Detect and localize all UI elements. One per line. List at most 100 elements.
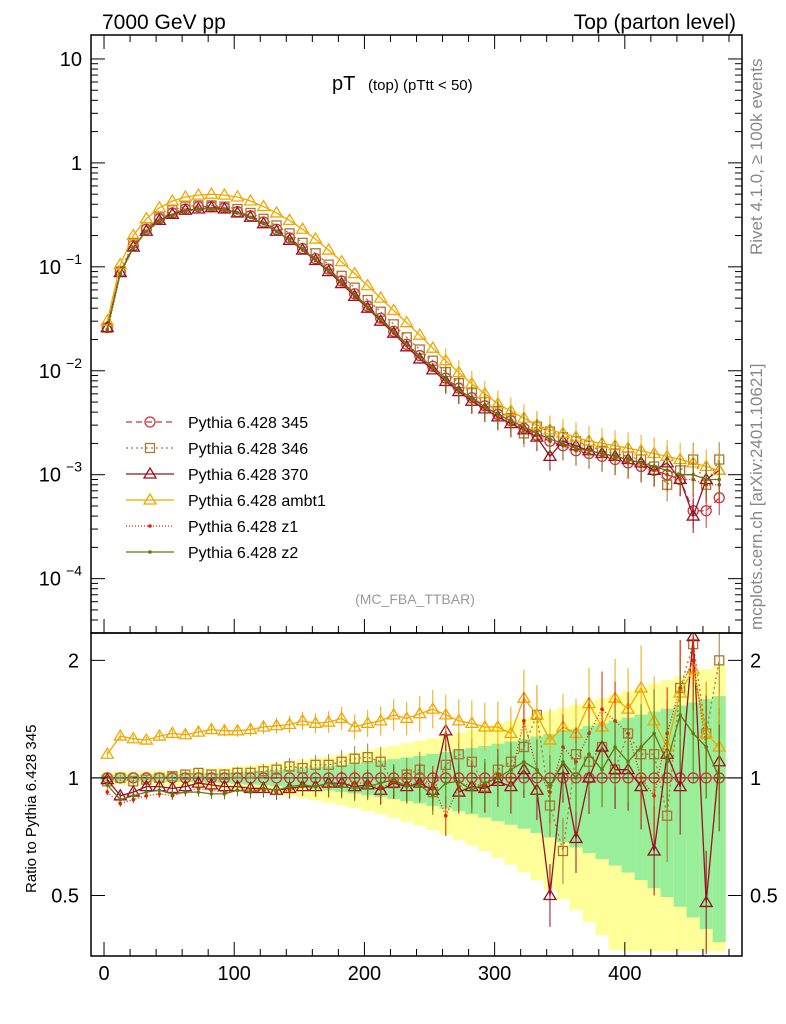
ratio-point-3: [178, 727, 193, 740]
ratio-point-1: [167, 771, 178, 782]
ratio-point-3: [230, 723, 245, 736]
ratio-point-5: [496, 776, 500, 780]
series-line-5: [106, 207, 720, 481]
ratio-point-5: [170, 792, 175, 796]
series-point-1: [310, 248, 321, 259]
series-point-5: [391, 329, 396, 334]
ratio-line-1: [107, 644, 720, 852]
plot-frames: 10 1 10 −1 10 −2 10 −3 10 −4 2 2 1 1 0.5 0.5 0 100 200 300 4…: [39, 34, 778, 985]
ratio-point-5: [352, 786, 357, 791]
ratio-point-2: [699, 895, 714, 908]
ratio-point-3: [438, 707, 453, 720]
ratio-point-5: [509, 767, 513, 772]
y-tick-label: 10: [60, 49, 82, 71]
series-point-3: [269, 205, 284, 218]
series-point-1: [336, 270, 347, 281]
ratio-point-1: [362, 752, 373, 763]
ratio-point-4: [443, 813, 448, 818]
x-tick-label: 300: [478, 963, 511, 985]
legend-marker-5: [148, 550, 152, 554]
y-tick-exponent: −4: [66, 563, 82, 579]
ratio-line-5: [106, 713, 720, 801]
series-point-3: [139, 211, 154, 224]
series-point-5: [613, 454, 617, 459]
y-tick-exponent: −1: [66, 251, 82, 267]
series-point-5: [261, 221, 266, 226]
legend-label-3: Pythia 6.428 ambt1: [188, 493, 326, 510]
ratio-point-3: [217, 723, 232, 736]
series-point-5: [574, 446, 578, 450]
series-point-2: [139, 223, 154, 236]
y-tick-exponent: −2: [66, 355, 82, 371]
series-point-3: [347, 266, 362, 279]
series-point-3: [152, 200, 167, 213]
series-point-3: [230, 189, 245, 202]
series-point-5: [639, 461, 643, 465]
series-point-3: [308, 231, 323, 244]
upper-plot: [100, 186, 727, 534]
ratio-point-5: [574, 776, 578, 780]
ratio-point-3: [347, 719, 362, 732]
ratio-point-1: [323, 759, 334, 771]
ratio-point-1: [375, 756, 386, 767]
series-point-2: [282, 233, 297, 245]
ratio-point-2: [568, 831, 584, 844]
series-point-2: [295, 242, 310, 255]
series-point-3: [126, 228, 141, 241]
series-point-5: [404, 342, 409, 347]
ratio-point-3: [633, 680, 649, 693]
ratio-point-5: [417, 783, 422, 787]
ratio-point-5: [404, 784, 409, 789]
legend-label-5: Pythia 6.428 z2: [188, 545, 298, 562]
ratio-point-3: [503, 726, 519, 739]
series-point-3: [204, 186, 219, 199]
ratio-point-3: [425, 701, 440, 714]
ratio-point-1: [180, 769, 191, 780]
ratio-line-3: [106, 667, 720, 755]
ratio-y-tick-label: 0.5: [51, 886, 79, 908]
series-point-2: [204, 200, 219, 213]
ratio-point-3: [360, 716, 375, 728]
ratio-point-1: [453, 749, 464, 760]
ratio-point-3: [204, 722, 219, 735]
series-point-3: [191, 187, 206, 200]
ratio-point-5: [457, 779, 461, 784]
ratio-point-5: [548, 784, 552, 789]
legend: Pythia 6.428 345 Pythia 6.428 346 Pythia 6…: [126, 415, 326, 562]
legend-label-0: Pythia 6.428 345: [188, 415, 308, 432]
ratio-point-5: [248, 790, 253, 794]
series-point-5: [144, 229, 149, 234]
ratio-point-1: [336, 756, 347, 767]
series-point-3: [165, 193, 180, 206]
series-point-2: [217, 201, 232, 214]
ratio-y-tick-label: 2: [68, 650, 79, 672]
ratio-point-2: [673, 779, 688, 792]
series-point-2: [347, 289, 362, 302]
ratio-point-3: [464, 716, 479, 728]
series-point-3: [425, 340, 440, 353]
ratio-point-5: [704, 745, 708, 749]
series-point-5: [170, 213, 175, 217]
ratio-point-1: [661, 810, 673, 821]
ratio-point-3: [412, 706, 427, 719]
ratio-point-4: [118, 801, 123, 806]
series-point-5: [665, 468, 669, 473]
legend-marker-4: [148, 524, 152, 528]
x-tick-label: 200: [348, 963, 381, 985]
ratio-y-tick-label-right: 1: [750, 768, 761, 790]
series-point-2: [686, 508, 701, 521]
ratio-point-5: [652, 731, 656, 736]
series-point-5: [704, 477, 708, 482]
series-point-3: [438, 353, 453, 366]
series-point-5: [483, 405, 487, 409]
ratio-point-3: [399, 711, 414, 724]
ratio-point-4: [691, 658, 695, 663]
header-right: Top (parton level): [574, 11, 736, 34]
series-point-5: [535, 431, 539, 436]
series-point-0: [414, 349, 426, 362]
series-point-5: [457, 387, 461, 392]
series-point-3: [373, 290, 388, 303]
ratio-point-3: [126, 731, 141, 744]
ratio-point-3: [191, 724, 206, 737]
series-point-5: [652, 464, 656, 469]
